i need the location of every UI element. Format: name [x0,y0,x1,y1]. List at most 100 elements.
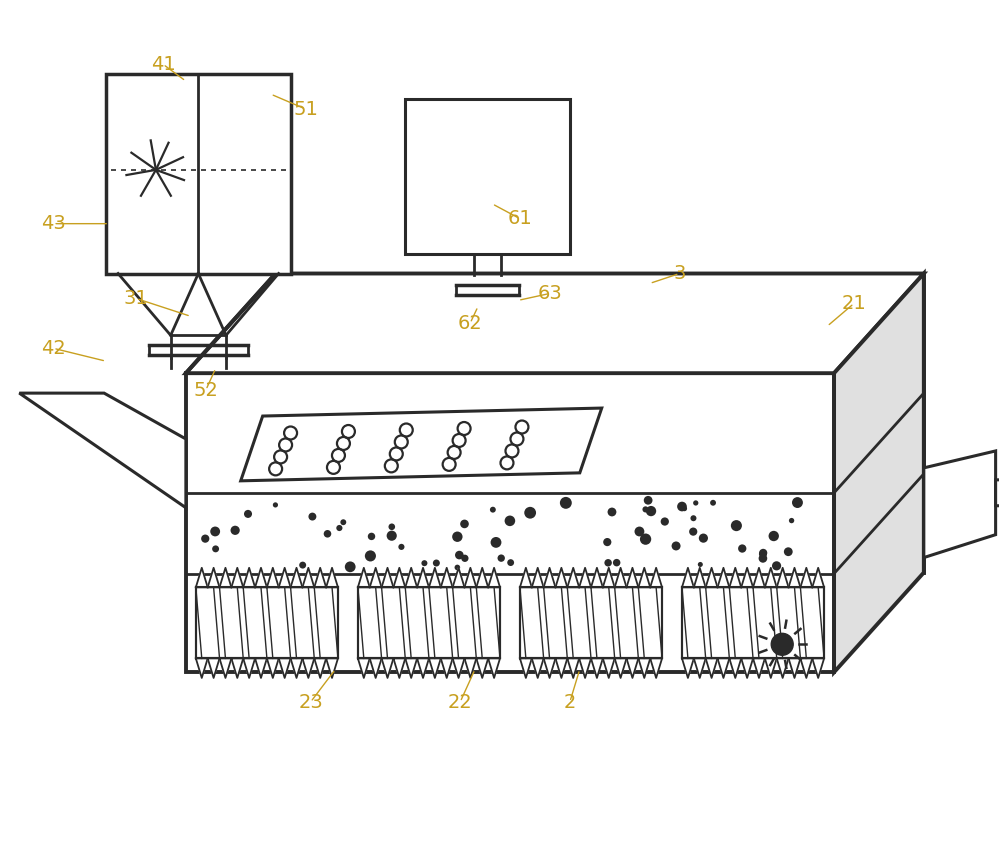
Polygon shape [464,658,476,678]
Polygon shape [220,658,231,678]
Polygon shape [208,568,220,588]
Polygon shape [532,568,544,588]
Polygon shape [453,658,464,678]
Circle shape [210,527,220,536]
Circle shape [731,520,742,531]
Polygon shape [476,568,488,588]
Circle shape [608,508,616,517]
Circle shape [365,550,376,561]
Polygon shape [196,658,208,678]
Polygon shape [579,568,591,588]
Circle shape [455,551,464,559]
Polygon shape [555,658,567,678]
Polygon shape [405,658,417,678]
Polygon shape [453,568,464,588]
Circle shape [461,554,469,562]
Circle shape [560,497,572,509]
Polygon shape [591,658,603,678]
Bar [358,588,500,658]
Polygon shape [615,568,627,588]
Polygon shape [753,658,765,678]
Polygon shape [741,658,753,678]
Polygon shape [682,658,694,678]
Circle shape [308,512,316,521]
Polygon shape [812,658,824,678]
Circle shape [789,518,794,523]
Circle shape [498,554,505,562]
Polygon shape [231,568,243,588]
Circle shape [603,538,611,547]
Circle shape [693,500,698,505]
Circle shape [677,502,687,511]
Circle shape [212,546,219,553]
Polygon shape [520,658,532,678]
Circle shape [490,507,496,512]
Polygon shape [429,568,441,588]
Polygon shape [488,658,500,678]
Circle shape [299,562,306,569]
Circle shape [388,523,395,530]
Polygon shape [441,658,453,678]
Bar [682,588,824,658]
Text: 63: 63 [537,284,562,303]
Polygon shape [417,568,429,588]
Circle shape [324,530,331,538]
Polygon shape [800,568,812,588]
Polygon shape [429,658,441,678]
Polygon shape [753,568,765,588]
Circle shape [604,559,612,566]
Polygon shape [694,568,706,588]
Polygon shape [544,568,555,588]
Circle shape [433,559,440,566]
Polygon shape [706,658,718,678]
Polygon shape [279,568,291,588]
Polygon shape [314,658,326,678]
Circle shape [642,506,649,512]
Circle shape [345,561,356,572]
Text: 31: 31 [124,289,148,308]
Polygon shape [186,274,924,373]
Polygon shape [682,568,694,588]
Text: 51: 51 [293,100,318,118]
Bar [520,588,662,658]
Circle shape [784,547,793,556]
Polygon shape [382,568,393,588]
Circle shape [769,531,779,541]
Text: 42: 42 [41,339,66,358]
Text: 3: 3 [673,264,686,283]
Circle shape [682,506,687,511]
Polygon shape [627,568,638,588]
Polygon shape [393,658,405,678]
Circle shape [792,497,803,508]
Circle shape [771,633,793,656]
Polygon shape [729,658,741,678]
Polygon shape [567,658,579,678]
Polygon shape [579,658,591,678]
Polygon shape [220,568,231,588]
Bar [186,373,834,672]
Polygon shape [729,568,741,588]
Circle shape [460,520,469,529]
Circle shape [336,525,342,531]
Polygon shape [591,568,603,588]
Circle shape [398,544,404,550]
Text: 52: 52 [193,381,218,400]
Circle shape [455,565,460,571]
Polygon shape [302,658,314,678]
Polygon shape [718,568,729,588]
Circle shape [698,562,703,567]
Polygon shape [208,658,220,678]
Bar [106,74,291,274]
Polygon shape [393,568,405,588]
Polygon shape [812,568,824,588]
Polygon shape [291,568,302,588]
Polygon shape [302,568,314,588]
Polygon shape [627,658,638,678]
Polygon shape [638,568,650,588]
Text: 21: 21 [842,294,866,313]
Polygon shape [241,408,602,480]
Polygon shape [358,658,370,678]
Polygon shape [789,658,800,678]
Polygon shape [326,658,338,678]
Circle shape [738,544,746,553]
